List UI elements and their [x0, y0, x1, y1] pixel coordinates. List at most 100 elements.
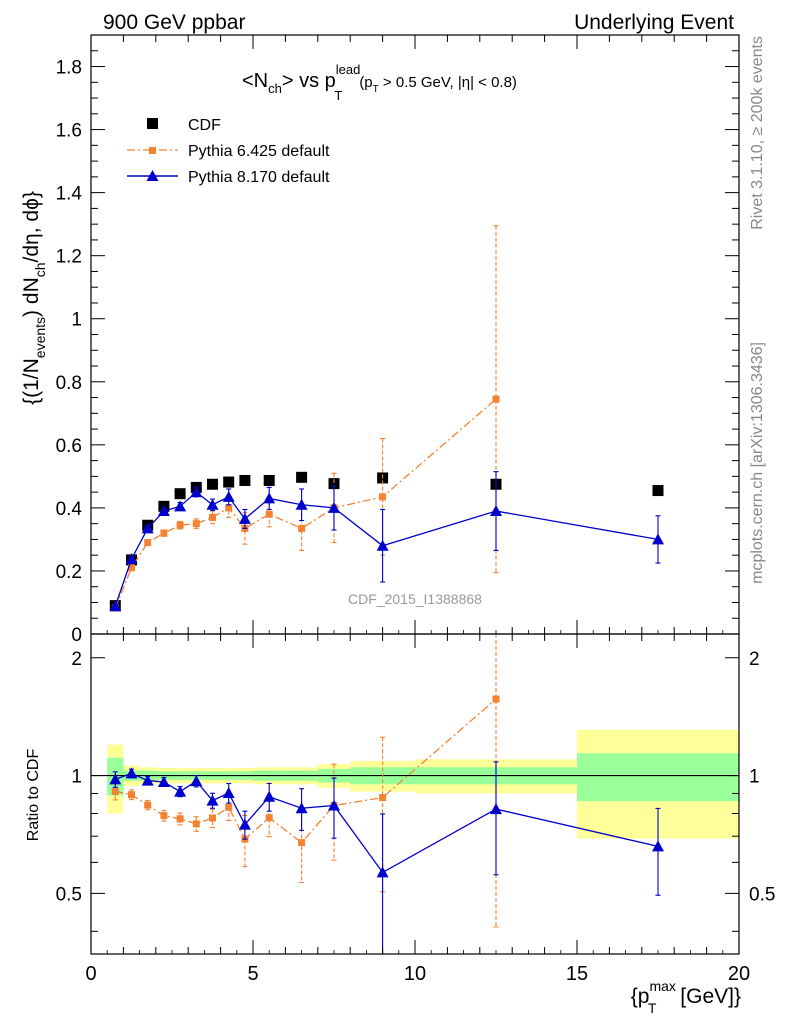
- main-y-tick-label: 1.4: [56, 184, 83, 205]
- x-tick-label: 10: [404, 963, 426, 985]
- ratio-y-tick-label: 0.5: [56, 884, 82, 905]
- cdf-point: [239, 474, 251, 486]
- x-tick-label: 15: [566, 963, 588, 985]
- legend-marker-pythia8: [146, 170, 159, 181]
- cdf-point: [652, 485, 664, 497]
- pythia8-ratio-point: [157, 775, 170, 787]
- pythia6-ratio-point: [492, 695, 500, 703]
- main-y-tick-label: 1: [71, 310, 82, 331]
- pythia6-line: [114, 398, 497, 609]
- pythia6-point: [128, 564, 135, 572]
- x-tick-label: 5: [247, 963, 258, 985]
- pythia6-ratio-point: [160, 812, 168, 820]
- header-left: 900 GeV ppbar: [103, 11, 245, 34]
- ratio-y-axis-label: Ratio to CDF: [25, 749, 42, 842]
- cdf-point: [296, 471, 308, 483]
- pythia6-ratio-point: [111, 787, 119, 795]
- pythia6-point: [160, 529, 168, 537]
- cdf-point: [174, 488, 186, 500]
- legend-marker-pythia6: [149, 147, 156, 154]
- axes: 0 5 10 15 20 0 0.2 0.4 0.6 0.8 1 1.2 1.4 1.6 1.8 0.5 0.5…: [56, 34, 775, 985]
- title-main: <N: [242, 70, 268, 92]
- main-y-tick-label: 0.2: [56, 562, 82, 583]
- pythia6-point: [176, 521, 184, 529]
- ylabel-a-sub: events: [32, 317, 48, 358]
- pythia8-point: [376, 539, 389, 551]
- pythia8-point: [295, 498, 308, 510]
- title-cut-open: (p: [359, 74, 372, 91]
- xlabel-a-sub: T: [648, 1000, 657, 1016]
- main-y-tick-label: 1.6: [56, 121, 82, 142]
- main-y-tick-label: 0.6: [56, 436, 82, 457]
- title-main-sub: ch: [268, 81, 282, 96]
- pythia8-point: [328, 501, 340, 513]
- pythia6-point: [225, 504, 233, 512]
- pythia6-point: [379, 493, 387, 501]
- pythia8-point: [174, 500, 187, 512]
- legend-label-pythia6: Pythia 6.425 default: [188, 143, 330, 160]
- pythia8-ratio-point: [238, 818, 251, 830]
- pythia8-point: [238, 512, 251, 524]
- pythia8-ratio-point: [376, 866, 389, 878]
- pythia6-point: [265, 510, 273, 518]
- ylabel-c: /dη, dϕ}: [20, 191, 43, 262]
- pythia6-ratio-point: [265, 814, 273, 822]
- pythia8-point: [206, 498, 219, 510]
- cdf-point: [223, 476, 235, 488]
- pythia6-ratio-point: [225, 803, 233, 811]
- ratio-y-tick-label: 2: [71, 649, 82, 670]
- pythia6-ratio-point: [298, 839, 306, 847]
- pythia8-point: [157, 505, 170, 517]
- cdf-point: [328, 478, 340, 490]
- pythia6-ratio-point: [128, 791, 135, 799]
- legend-label-cdf: CDF: [188, 117, 221, 134]
- x-tick-label: 20: [728, 963, 750, 985]
- pythia6-point: [144, 539, 152, 547]
- pythia6-point: [492, 395, 500, 403]
- pythia8-ratio-point: [174, 785, 187, 797]
- pythia8-ratio-point: [109, 773, 122, 785]
- main-y-tick-label: 0: [71, 625, 82, 646]
- title-mid-sup: lead: [336, 62, 361, 77]
- xlabel-a-sup: max: [649, 978, 675, 994]
- pythia8-ratio-point: [490, 803, 502, 815]
- pythia8-ratio-point: [328, 799, 340, 811]
- pythia8-point: [490, 505, 502, 517]
- legend-label-pythia8: Pythia 8.170 default: [188, 169, 330, 186]
- header-right: Underlying Event: [574, 11, 734, 34]
- ylabel-b-sub: ch: [32, 262, 48, 277]
- ylabel-b: ) dN: [20, 277, 43, 317]
- main-y-axis-label: {(1/Nevents) dNch/dη, dϕ}: [20, 191, 48, 405]
- analysis-id: CDF_2015_I1388868: [348, 591, 482, 607]
- xlabel-b: [GeV]}: [674, 985, 741, 1008]
- pythia8-point: [263, 492, 276, 504]
- pythia8-ratio-point: [206, 794, 219, 806]
- pythia6-ratio-point: [379, 794, 387, 802]
- pythia6-ratio-point: [192, 820, 200, 828]
- pythia6-ratio-point: [209, 814, 216, 822]
- main-y-tick-label: 0.4: [56, 499, 83, 520]
- pythia6-ratio-point: [144, 801, 152, 809]
- pythia8-point: [222, 490, 235, 502]
- pythia8-point: [109, 600, 122, 612]
- pythia8-ratio-point: [652, 840, 664, 852]
- main-y-tick-label: 1.2: [56, 247, 82, 268]
- ratio-y-tick-label-right: 0.5: [749, 884, 775, 905]
- cdf-point: [207, 478, 218, 490]
- x-axis-label: {pmax T [GeV]}: [631, 978, 741, 1016]
- pythia6-point: [209, 513, 216, 521]
- xlabel-a: {p: [631, 985, 650, 1008]
- pythia8-ratio-point: [295, 802, 308, 814]
- title-cut-close: > 0.5 GeV, |η| < 0.8): [379, 74, 517, 91]
- title-cut-sub: T: [373, 84, 379, 95]
- pythia8-ratio-point: [141, 774, 154, 786]
- cdf-point: [263, 474, 275, 486]
- ratio-band-stat: [577, 753, 739, 802]
- pythia8-ratio-point: [190, 775, 203, 787]
- pythia8-point: [125, 552, 138, 564]
- title-mid-sub: T: [334, 88, 342, 103]
- x-tick-label: 0: [85, 963, 96, 985]
- pythia6-point: [192, 520, 200, 528]
- legend-marker-cdf: [147, 118, 158, 129]
- ratio-y-tick-label-right: 1: [749, 767, 760, 788]
